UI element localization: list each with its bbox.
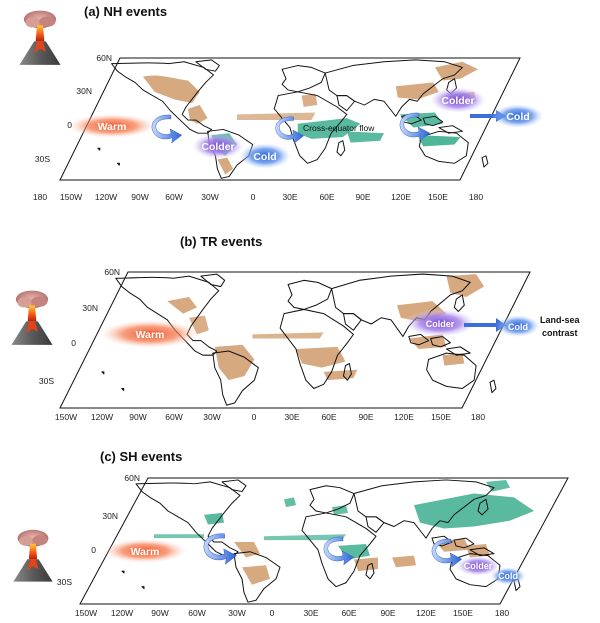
svg-text:30N: 30N: [102, 511, 118, 521]
label-cold-b: Cold: [508, 322, 528, 332]
svg-text:120E: 120E: [391, 192, 411, 202]
lon-ticks-a: 180 150W 120W 90W 60W 30W 0 30E 60E 90E …: [33, 192, 483, 202]
svg-text:60N: 60N: [124, 473, 140, 483]
panel-c: (c) SH events Warm Colder: [13, 449, 569, 618]
svg-text:90W: 90W: [129, 412, 146, 422]
svg-text:180: 180: [469, 192, 483, 202]
panel-a-title: (a) NH events: [84, 4, 167, 19]
svg-text:30E: 30E: [282, 192, 297, 202]
svg-text:30E: 30E: [284, 412, 299, 422]
svg-text:60E: 60E: [319, 192, 334, 202]
svg-text:0: 0: [252, 412, 257, 422]
svg-text:90E: 90E: [355, 192, 370, 202]
label-land-sea-1: Land-sea: [540, 315, 581, 325]
svg-text:60N: 60N: [104, 267, 120, 277]
label-colder-c: Colder: [464, 561, 493, 571]
anomaly-fill-c: [154, 479, 534, 585]
svg-text:120W: 120W: [111, 608, 133, 618]
colder-blob-a2: [430, 87, 486, 113]
svg-text:150W: 150W: [55, 412, 77, 422]
svg-text:180: 180: [471, 412, 485, 422]
cold-blob-a1: [239, 143, 291, 169]
svg-text:30N: 30N: [82, 303, 98, 313]
colder-blob-b: [404, 309, 476, 337]
svg-text:30S: 30S: [57, 577, 72, 587]
svg-text:150E: 150E: [431, 412, 451, 422]
label-land-sea-2: contrast: [542, 328, 578, 338]
svg-text:90E: 90E: [358, 412, 373, 422]
svg-text:0: 0: [71, 338, 76, 348]
warm-blob-b: [100, 320, 200, 348]
arrow-right-icon: [464, 318, 506, 332]
label-cold-a1: Cold: [253, 151, 276, 163]
svg-text:60E: 60E: [321, 412, 336, 422]
label-colder-a2: Colder: [441, 95, 474, 107]
lat-ticks-a: 60N 30N 0 30S: [35, 53, 112, 164]
svg-text:150W: 150W: [60, 192, 82, 202]
svg-text:60N: 60N: [96, 53, 112, 63]
svg-text:0: 0: [251, 192, 256, 202]
svg-text:150W: 150W: [75, 608, 97, 618]
label-cold-a2: Cold: [506, 111, 529, 123]
cold-blob-a2: [492, 104, 544, 128]
panel-b-title: (b) TR events: [180, 234, 262, 249]
lat-ticks-b: 60N 30N 0 30S: [39, 267, 120, 386]
cold-blob-c: [490, 567, 526, 585]
svg-text:30W: 30W: [228, 608, 245, 618]
svg-text:30W: 30W: [203, 412, 220, 422]
lat-ticks-c: 60N 30N 0 30S: [57, 473, 140, 587]
label-warm-b: Warm: [136, 329, 165, 341]
svg-text:90W: 90W: [151, 608, 168, 618]
label-warm-a: Warm: [98, 121, 127, 133]
svg-text:180: 180: [495, 608, 509, 618]
label-warm-c: Warm: [131, 546, 160, 558]
svg-text:30S: 30S: [35, 154, 50, 164]
svg-text:90W: 90W: [131, 192, 148, 202]
svg-text:60W: 60W: [165, 192, 182, 202]
panel-b: (b) TR events Warm Colder Cold Land-sea …: [11, 234, 581, 422]
svg-text:60W: 60W: [188, 608, 205, 618]
svg-text:180: 180: [33, 192, 47, 202]
svg-text:30S: 30S: [39, 376, 54, 386]
volcano-icon: [19, 10, 61, 65]
panel-c-title: (c) SH events: [100, 449, 182, 464]
label-cold-c: Cold: [498, 571, 518, 581]
svg-text:60W: 60W: [165, 412, 182, 422]
svg-text:30W: 30W: [201, 192, 218, 202]
volcano-icon: [13, 529, 53, 582]
svg-text:90E: 90E: [380, 608, 395, 618]
lon-ticks-c: 150W 120W 90W 60W 30W 0 30E 60E 90E 120E…: [75, 608, 509, 618]
warm-blob-c: [103, 539, 187, 563]
volcano-icon: [11, 290, 53, 345]
svg-text:30E: 30E: [303, 608, 318, 618]
svg-text:0: 0: [91, 545, 96, 555]
label-colder-a1: Colder: [201, 141, 234, 153]
svg-text:120E: 120E: [416, 608, 436, 618]
panel-a: (a) NH events Warm Colder: [19, 4, 544, 202]
svg-text:30N: 30N: [76, 86, 92, 96]
svg-text:120W: 120W: [91, 412, 113, 422]
svg-text:120E: 120E: [394, 412, 414, 422]
colder-blob-c: [456, 556, 500, 576]
svg-text:120W: 120W: [95, 192, 117, 202]
colder-blob-a1: [192, 133, 244, 159]
svg-text:150E: 150E: [428, 192, 448, 202]
label-cross-equator-flow: Cross-equator flow: [303, 123, 375, 133]
svg-text:60E: 60E: [341, 608, 356, 618]
label-colder-b: Colder: [426, 319, 455, 329]
svg-text:150E: 150E: [453, 608, 473, 618]
svg-text:0: 0: [67, 120, 72, 130]
lon-ticks-b: 150W 120W 90W 60W 30W 0 30E 60E 90E 120E…: [55, 412, 485, 422]
svg-text:0: 0: [270, 608, 275, 618]
cold-blob-b: [496, 315, 540, 337]
warm-blob-a: [68, 114, 156, 138]
